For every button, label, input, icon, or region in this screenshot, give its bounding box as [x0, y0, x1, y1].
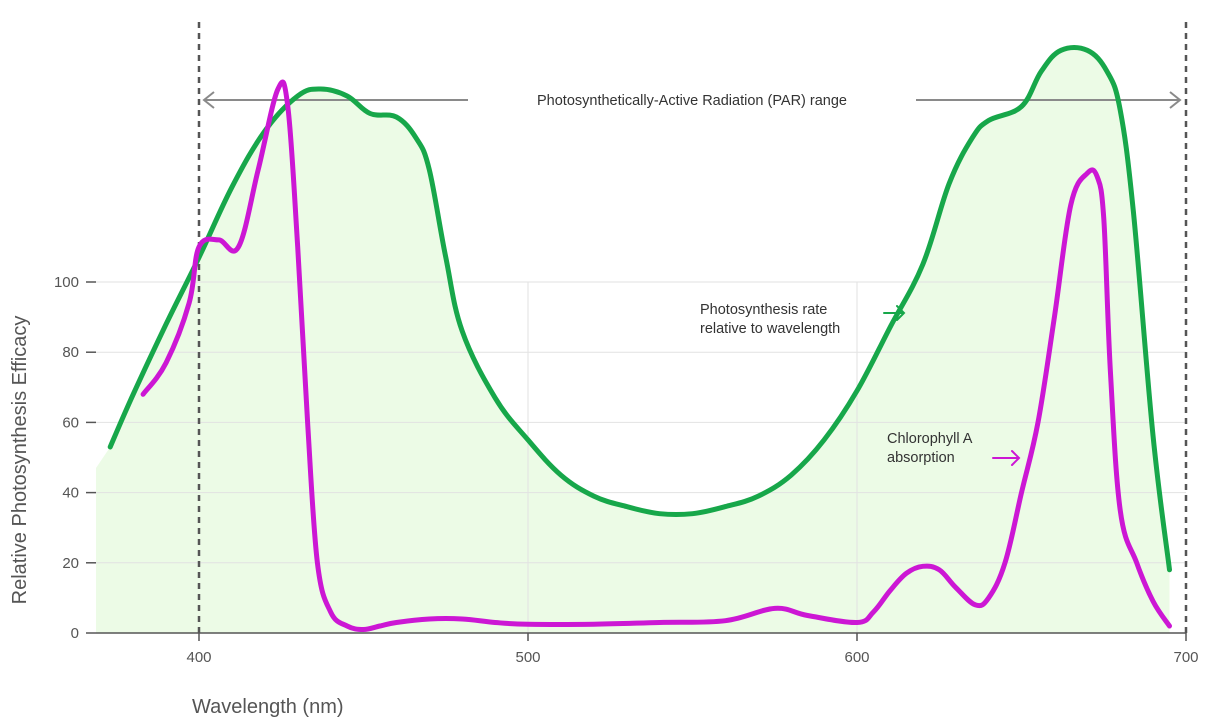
photosynthesis-label-line-1: Photosynthesis rate	[700, 302, 827, 318]
y-tick-label-20: 20	[62, 555, 79, 572]
x-tick-label-400: 400	[186, 649, 211, 666]
par-range-label: Photosynthetically-Active Radiation (PAR…	[537, 93, 847, 109]
par-arrow-left-head	[202, 91, 215, 109]
par-arrow-right-head	[1169, 91, 1182, 109]
x-axis-title: Wavelength (nm)	[192, 696, 344, 717]
y-tick-label-60: 60	[62, 414, 79, 431]
photosynthesis-rate-line	[107, 44, 1172, 573]
y-axis-title: Relative Photosynthesis Efficacy	[9, 316, 31, 605]
par-range	[197, 22, 1188, 633]
photosynthesis-label-line-2: relative to wavelength	[700, 321, 840, 337]
photosynthesis-label: Photosynthesis rate relative to waveleng…	[700, 302, 840, 337]
axes: 0 20 40 60 80 100 400 500 600 700	[54, 274, 1199, 666]
grid	[96, 281, 1186, 633]
chlorophyll-a-absorption-line	[140, 79, 1172, 632]
x-tick-label-600: 600	[844, 649, 869, 666]
chlorophyll-label: Chlorophyll A absorption	[887, 431, 976, 466]
chlorophyll-label-line-2: absorption	[887, 450, 955, 466]
efficacy-area-fill	[96, 47, 1170, 633]
area-under-photosynthesis	[96, 47, 1170, 633]
chlorophyll-label-line-1: Chlorophyll A	[887, 431, 973, 447]
y-tick-label-0: 0	[71, 625, 79, 642]
y-tick-label-100: 100	[54, 274, 79, 291]
x-tick-label-700: 700	[1173, 649, 1198, 666]
series-lines	[107, 44, 1172, 632]
y-tick-label-40: 40	[62, 485, 79, 502]
photosynthesis-label-arrow	[883, 305, 906, 321]
chlorophyll-label-arrow	[992, 450, 1021, 466]
y-tick-label-80: 80	[62, 344, 79, 361]
x-tick-label-500: 500	[515, 649, 540, 666]
